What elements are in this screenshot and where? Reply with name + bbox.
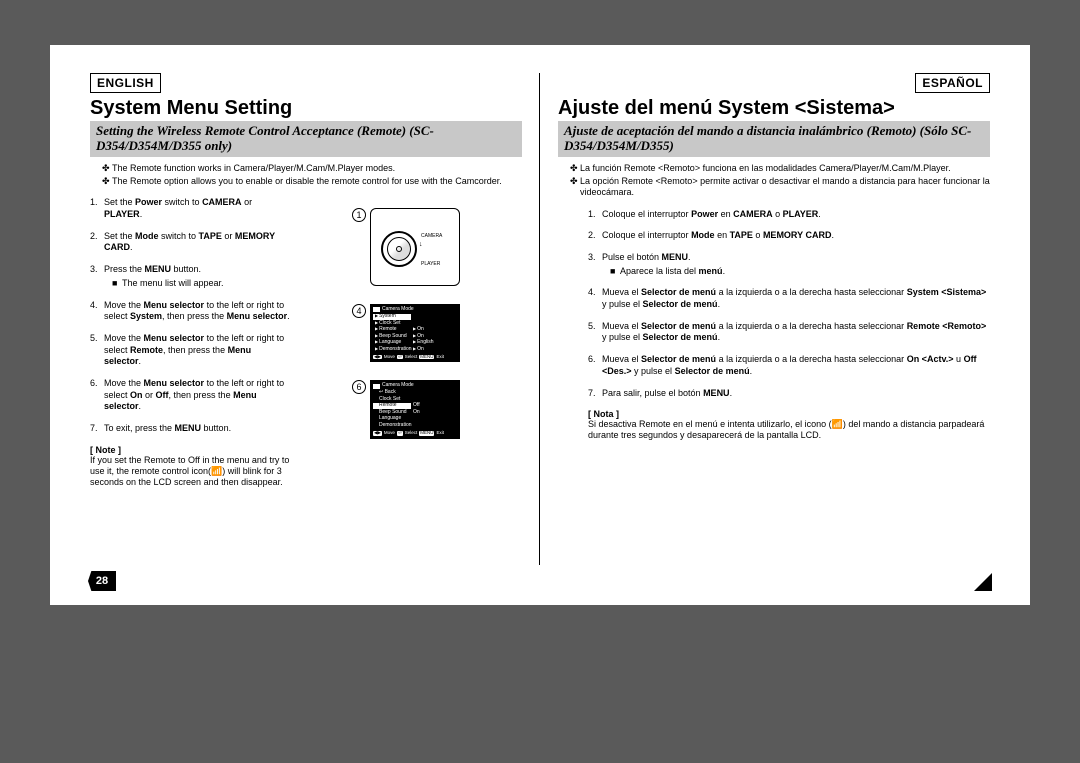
intro-line: La opción Remote <Remoto> permite activa…: [580, 176, 990, 199]
lang-row: ENGLISH: [90, 73, 522, 93]
lang-badge-en: ENGLISH: [90, 73, 161, 93]
step-text: Para salir, pulse el botón MENU.: [602, 388, 990, 400]
select-key-icon: ⏎: [397, 355, 403, 360]
step-text: Set the Mode switch to TAPE or MEMORY CA…: [104, 231, 290, 254]
camera-icon: [373, 307, 380, 312]
note-es: Si desactiva Remote en el menú e intenta…: [588, 419, 990, 442]
title-es: Ajuste del menú System <Sistema>: [558, 97, 990, 119]
intro-line: The Remote function works in Camera/Play…: [112, 163, 395, 174]
intro-es: ✤La función Remote <Remoto> funciona en …: [570, 163, 990, 199]
figure-4: 4 Camera Mode SystemClock SetRemoteOnBee…: [370, 304, 470, 362]
lcd-menu-4: Camera Mode SystemClock SetRemoteOnBeep …: [370, 304, 460, 362]
figure-6: 6 Camera Mode ↩ Back Clock SetRemoteOffB…: [370, 380, 470, 438]
lcd-menu-6: Camera Mode ↩ Back Clock SetRemoteOffBee…: [370, 380, 460, 438]
step-text: Mueva el Selector de menú a la izquierda…: [602, 287, 990, 310]
lang-row: ESPAÑOL: [558, 73, 990, 93]
step-text: Mueva el Selector de menú a la izquierda…: [602, 354, 990, 377]
step-text: Set the Power switch to CAMERA or PLAYER…: [104, 197, 290, 220]
title-en: System Menu Setting: [90, 97, 522, 119]
step-text: Move the Menu selector to the left or ri…: [104, 333, 290, 368]
nav-key-icon: ◀▶: [373, 431, 382, 436]
step-text: Pulse el botón MENU.■Aparece la lista de…: [602, 252, 990, 277]
corner-mark-icon: [974, 573, 992, 591]
subtitle-en: Setting the Wireless Remote Control Acce…: [90, 121, 522, 157]
select-key-icon: ⏎: [397, 431, 403, 436]
lang-badge-es: ESPAÑOL: [915, 73, 990, 93]
dial-label: CAMERA: [421, 233, 442, 239]
steps-en: 1.Set the Power switch to CAMERA or PLAY…: [90, 197, 290, 434]
step-text: Move the Menu selector to the left or ri…: [104, 378, 290, 413]
nav-key-icon: ◀▶: [373, 355, 382, 360]
intro-line: The Remote option allows you to enable o…: [112, 176, 502, 187]
subtitle-es: Ajuste de aceptación del mando a distanc…: [558, 121, 990, 157]
note-en: If you set the Remote to Off in the menu…: [90, 455, 290, 489]
manual-page: ENGLISH System Menu Setting Setting the …: [50, 45, 1030, 605]
arrow-down-icon: ↓: [419, 241, 423, 248]
intro-en: ✤The Remote function works in Camera/Pla…: [102, 163, 522, 188]
fig-number-icon: 1: [352, 208, 366, 222]
step-text: Move the Menu selector to the left or ri…: [104, 300, 290, 323]
step-text: Press the MENU button.■The menu list wil…: [104, 264, 290, 289]
figure-1: 1 CAMERA ↓ PLAYER: [370, 208, 470, 286]
figures: 1 CAMERA ↓ PLAYER 4 Camera Mode SystemCl…: [370, 208, 470, 457]
steps-es: 1.Coloque el interruptor Power en CAMERA…: [588, 209, 990, 400]
step-text: Coloque el interruptor Mode en TAPE o ME…: [602, 230, 990, 242]
note-label-es: [ Nota ]: [588, 409, 990, 419]
intro-line: La función Remote <Remoto> funciona en l…: [580, 163, 951, 174]
step-text: To exit, press the MENU button.: [104, 423, 290, 435]
fig-number-icon: 6: [352, 380, 366, 394]
menu-key-icon: MENU: [419, 431, 434, 436]
page-number-badge: 28: [88, 571, 116, 591]
power-dial-diagram: CAMERA ↓ PLAYER: [370, 208, 460, 286]
right-column: ESPAÑOL Ajuste del menú System <Sistema>…: [540, 73, 990, 585]
left-column: ENGLISH System Menu Setting Setting the …: [90, 73, 540, 585]
camera-icon: [373, 384, 380, 389]
step-text: Mueva el Selector de menú a la izquierda…: [602, 321, 990, 344]
fig-number-icon: 4: [352, 304, 366, 318]
dial-label: PLAYER: [421, 261, 440, 267]
menu-key-icon: MENU: [419, 355, 434, 360]
step-text: Coloque el interruptor Power en CAMERA o…: [602, 209, 990, 221]
